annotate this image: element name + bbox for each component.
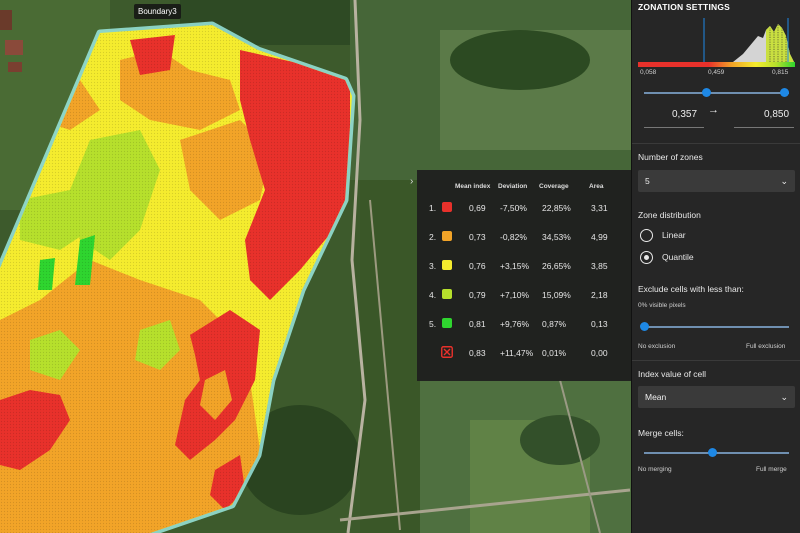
zone-area: 3,85 [591, 261, 608, 271]
exclude-slider-track[interactable] [644, 326, 789, 328]
zone-coverage: 0,87% [542, 319, 567, 329]
range-slider-track[interactable] [644, 92, 789, 94]
header-deviation: Deviation [498, 183, 528, 190]
range-min-underline [644, 127, 704, 128]
zone-area: 0,00 [591, 348, 608, 358]
merge-label: Merge cells: [638, 428, 684, 438]
range-min-value[interactable]: 0,357 [672, 109, 698, 120]
zone-mean: 0,83 [469, 348, 486, 358]
histogram-min-tick: 0,058 [640, 69, 657, 76]
zone-mean: 0,79 [469, 290, 486, 300]
zone-color-swatch [442, 318, 452, 328]
zone-coverage: 0,01% [542, 348, 567, 358]
range-max-value[interactable]: 0,850 [764, 109, 790, 120]
zone-number: 3. [429, 261, 437, 271]
radio-quantile[interactable] [640, 251, 653, 264]
range-max-underline [734, 127, 794, 128]
zone-area: 0,13 [591, 319, 608, 329]
zone-color-swatch [442, 231, 452, 241]
zone-deviation: +3,15% [500, 261, 530, 271]
zone-area: 2,18 [591, 290, 608, 300]
divider [632, 360, 800, 361]
zone-color-swatch [442, 202, 452, 212]
zone-deviation: -0,82% [500, 232, 527, 242]
zone-coverage: 15,09% [542, 290, 571, 300]
zone-mean: 0,69 [469, 203, 486, 213]
exclude-sublabel: 0% visible pixels [638, 302, 686, 309]
distribution-label: Zone distribution [638, 210, 701, 220]
panel-title: ZONATION SETTINGS [638, 2, 731, 12]
satellite-map[interactable]: Boundary3 [0, 0, 631, 533]
exclude-label: Exclude cells with less than: [638, 284, 744, 294]
range-min-handle[interactable] [701, 88, 711, 97]
arrow-right-icon: → [708, 104, 719, 116]
radio-quantile-label[interactable]: Quantile [662, 252, 694, 262]
merge-max-label: Full merge [756, 466, 787, 473]
legend-row: 5. 0,81 +9,76% 0,87% 0,13 [417, 317, 631, 331]
chevron-down-icon: ⌄ [780, 392, 788, 402]
zone-mean: 0,81 [469, 319, 486, 329]
zone-deviation: +7,10% [500, 290, 530, 300]
zone-color-swatch [442, 289, 452, 299]
radio-linear[interactable] [640, 229, 653, 242]
chevron-right-icon[interactable]: › [410, 176, 414, 187]
zone-area: 4,99 [591, 232, 608, 242]
histogram-max-tick: 0,815 [772, 69, 789, 76]
index-value-selected: Mean [645, 392, 667, 402]
header-coverage: Coverage [539, 183, 569, 190]
exclude-slider-handle[interactable] [639, 322, 649, 331]
zone-mean: 0,73 [469, 232, 486, 242]
zone-number: 2. [429, 232, 437, 242]
zone-color-swatch [442, 260, 452, 270]
zone-coverage: 34,53% [542, 232, 571, 242]
divider [632, 143, 800, 144]
legend-row: 3. 0,76 +3,15% 26,65% 3,85 [417, 259, 631, 273]
zone-deviation: +11,47% [500, 348, 534, 358]
zone-area: 3,31 [591, 203, 608, 213]
zonation-settings-panel: ZONATION SETTINGS 0,058 0,459 0,815 0,35… [631, 0, 800, 533]
boundary-label[interactable]: Boundary3 [134, 4, 181, 19]
merge-slider-handle[interactable] [707, 448, 717, 457]
merge-min-label: No merging [638, 466, 672, 473]
histogram-mid-tick: 0,459 [708, 69, 725, 76]
exclude-min-label: No exclusion [638, 343, 676, 350]
legend-row: 4. 0,79 +7,10% 15,09% 2,18 [417, 288, 631, 302]
excluded-cross-icon [441, 346, 453, 358]
zone-deviation: +9,76% [500, 319, 530, 329]
exclude-max-label: Full exclusion [746, 343, 786, 350]
header-mean-index: Mean index [455, 183, 491, 190]
header-area: Area [589, 183, 604, 190]
zone-legend-table: Mean index Deviation Coverage Area 1. 0,… [417, 170, 631, 381]
index-value-label: Index value of cell [638, 369, 707, 379]
range-max-handle[interactable] [780, 88, 790, 97]
legend-row: 0,83 +11,47% 0,01% 0,00 [417, 346, 631, 360]
map-canvas[interactable] [0, 0, 631, 533]
zone-number: 5. [429, 319, 437, 329]
zone-number: 1. [429, 203, 437, 213]
zones-select[interactable]: 5 ⌄ [638, 170, 795, 192]
zones-label: Number of zones [638, 152, 703, 162]
chevron-down-icon: ⌄ [780, 176, 788, 186]
zone-coverage: 22,85% [542, 203, 571, 213]
radio-linear-label[interactable]: Linear [662, 230, 686, 240]
zone-number: 4. [429, 290, 437, 300]
zone-deviation: -7,50% [500, 203, 527, 213]
index-value-select[interactable]: Mean ⌄ [638, 386, 795, 408]
legend-row: 2. 0,73 -0,82% 34,53% 4,99 [417, 230, 631, 244]
legend-row: 1. 0,69 -7,50% 22,85% 3,31 [417, 201, 631, 215]
zone-coverage: 26,65% [542, 261, 571, 271]
zones-selected-value: 5 [645, 176, 650, 186]
index-histogram[interactable] [638, 18, 795, 68]
zone-mean: 0,76 [469, 261, 486, 271]
